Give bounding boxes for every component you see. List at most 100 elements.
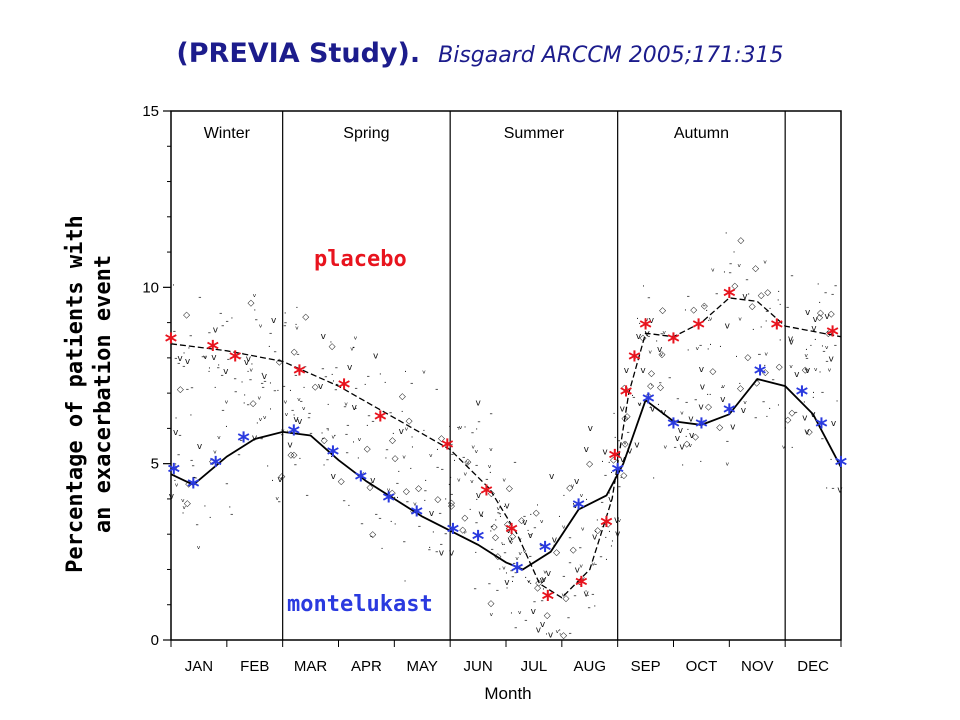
raw-data-point: . <box>250 358 253 368</box>
raw-data-point: ᵛ <box>804 353 808 363</box>
raw-data-point: - <box>762 397 765 407</box>
raw-data-point: ◇ <box>788 408 795 418</box>
raw-data-point: . <box>812 386 815 396</box>
raw-data-point: ᵛ <box>763 259 767 269</box>
raw-data-point: ᵛ <box>523 549 527 559</box>
raw-data-point: ◇ <box>659 306 666 316</box>
raw-data-point: ᵛ <box>540 519 544 529</box>
raw-data-point: v <box>552 536 558 546</box>
raw-data-point: . <box>175 411 178 421</box>
raw-data-point: v <box>688 414 694 424</box>
raw-data-point: - <box>326 424 329 434</box>
raw-data-point: v <box>370 476 376 486</box>
montelukast-marker: * <box>236 427 250 455</box>
raw-data-point: - <box>308 408 311 418</box>
raw-data-point: . <box>608 525 611 535</box>
raw-data-point: . <box>558 624 561 634</box>
raw-data-point: . <box>411 430 414 440</box>
raw-data-point: - <box>294 370 297 380</box>
raw-data-point: - <box>771 375 774 385</box>
raw-data-point: · <box>503 541 506 551</box>
raw-data-point: - <box>599 552 602 562</box>
raw-data-point: ᵛ <box>259 324 263 334</box>
raw-data-point: ᵛ <box>518 610 522 620</box>
raw-data-point: - <box>440 540 443 550</box>
y-axis-label: Percentage of patients with an exacerbat… <box>63 215 116 573</box>
raw-data-point: ◇ <box>518 516 525 526</box>
raw-data-point: - <box>307 413 310 423</box>
raw-data-point: - <box>659 378 662 388</box>
raw-data-point: . <box>610 466 613 476</box>
raw-data-point: - <box>627 428 630 438</box>
raw-data-point: - <box>220 370 223 380</box>
raw-data-point: · <box>384 454 387 464</box>
raw-data-point: ◇ <box>692 433 699 443</box>
raw-data-point: - <box>326 455 329 465</box>
raw-data-point: . <box>423 494 426 504</box>
raw-data-point: · <box>687 346 690 356</box>
raw-data-point: v <box>475 398 481 408</box>
raw-data-point: v <box>213 326 219 336</box>
raw-data-point: ◇ <box>737 236 744 246</box>
raw-data-point: ᵛ <box>696 346 700 356</box>
raw-data-point: · <box>475 496 478 506</box>
raw-data-point: - <box>441 464 444 474</box>
placebo-marker: * <box>337 374 351 402</box>
raw-data-point: ◇ <box>248 298 255 308</box>
raw-data-point: - <box>529 552 532 562</box>
raw-data-point: ᵛ <box>413 502 417 512</box>
raw-data-point: . <box>830 453 833 463</box>
raw-data-point: v <box>620 405 626 415</box>
raw-data-point: . <box>484 483 487 493</box>
raw-data-point: - <box>300 397 303 407</box>
raw-data-point: . <box>614 471 617 481</box>
raw-data-point: · <box>558 513 561 523</box>
raw-data-point: v <box>824 312 830 322</box>
raw-data-point: · <box>475 425 478 435</box>
placebo-marker: * <box>599 512 613 540</box>
raw-data-point: ᵛ <box>638 402 642 412</box>
raw-data-point: ᵛ <box>660 352 664 362</box>
raw-data-point: . <box>604 531 607 541</box>
raw-data-point: ᵛ <box>197 545 201 555</box>
raw-data-point: · <box>465 528 468 538</box>
montelukast-marker: * <box>814 413 828 441</box>
raw-data-point: - <box>524 616 527 626</box>
raw-data-point: · <box>593 602 596 612</box>
raw-data-point: - <box>178 430 181 440</box>
raw-data-point: - <box>378 514 381 524</box>
y-axis-label-line-2: an exacerbation event <box>91 255 116 533</box>
raw-data-point: - <box>283 321 286 331</box>
raw-data-point: ◇ <box>566 483 573 493</box>
raw-data-point: ◇ <box>802 365 809 375</box>
raw-data-point: - <box>578 579 581 589</box>
raw-data-point: v <box>262 372 268 382</box>
raw-data-point: ◇ <box>624 412 631 422</box>
raw-data-point: ᵛ <box>711 267 715 277</box>
raw-data-point: . <box>709 388 712 398</box>
raw-data-point: ◇ <box>488 599 495 609</box>
raw-data-point: v <box>399 427 405 437</box>
raw-data-point: - <box>834 340 837 350</box>
raw-data-point: ᵛ <box>249 367 253 377</box>
raw-data-point: . <box>650 379 653 389</box>
raw-data-point: - <box>491 544 494 554</box>
raw-data-point: . <box>424 474 427 484</box>
placebo-label: placebo <box>314 247 407 272</box>
raw-data-point: · <box>810 342 813 352</box>
raw-data-point: v <box>675 434 681 444</box>
raw-data-point: . <box>352 341 355 351</box>
raw-data-point: ᵛ <box>466 460 470 470</box>
raw-data-point: · <box>379 370 382 380</box>
raw-data-point: - <box>496 585 499 595</box>
raw-data-point: ◇ <box>184 499 191 509</box>
raw-data-point: v <box>700 383 706 393</box>
raw-data-point: ◇ <box>764 288 771 298</box>
raw-data-point: . <box>545 627 548 637</box>
raw-data-point: ᵛ <box>350 347 354 357</box>
montelukast-marker: * <box>471 526 485 554</box>
raw-data-point: ᵛ <box>302 406 306 416</box>
raw-data-point: ◇ <box>647 381 654 391</box>
raw-data-point: · <box>536 501 539 511</box>
raw-data-point: . <box>323 458 326 468</box>
